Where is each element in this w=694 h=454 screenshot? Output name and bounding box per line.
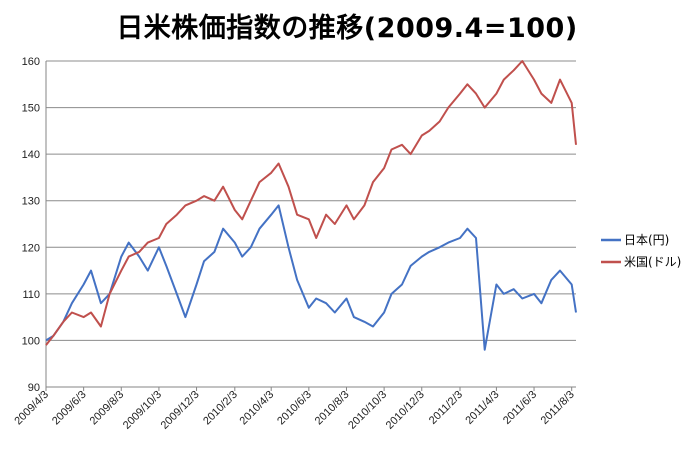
x-tick-label: 2011/8/3 — [539, 389, 577, 427]
x-tick-label: 2009/10/3 — [121, 389, 164, 432]
tick-labels: 901001101201301401501602009/4/32009/6/32… — [12, 56, 576, 432]
y-tick-label: 150 — [22, 103, 40, 115]
x-tick-label: 2010/6/3 — [275, 389, 314, 428]
x-tick-label: 2010/10/3 — [346, 389, 389, 432]
y-tick-label: 140 — [22, 149, 40, 161]
x-tick-label: 2010/8/3 — [313, 389, 352, 428]
x-tick-label: 2009/12/3 — [159, 389, 202, 432]
y-tick-label: 110 — [22, 289, 40, 301]
axes — [45, 61, 576, 391]
legend-label: 日本(円) — [624, 233, 669, 247]
x-tick-label: 2011/6/3 — [501, 389, 539, 427]
x-tick-label: 2010/12/3 — [384, 389, 427, 432]
y-tick-label: 130 — [22, 196, 40, 208]
x-tick-label: 2011/4/3 — [463, 389, 501, 427]
series-line-us — [45, 60, 577, 346]
y-tick-label: 160 — [22, 56, 40, 68]
legend-label: 米国(ドル) — [624, 255, 681, 269]
x-tick-label: 2010/4/3 — [238, 389, 277, 428]
gridlines — [46, 60, 576, 341]
chart-title: 日米株価指数の推移(2009.4=100) — [116, 13, 578, 44]
y-tick-label: 100 — [22, 335, 40, 347]
legend: 日本(円) 米国(ドル) — [601, 233, 681, 269]
x-tick-label: 2009/8/3 — [88, 389, 127, 428]
x-tick-label: 2009/4/3 — [12, 389, 51, 428]
series-line-japan — [45, 204, 577, 351]
x-tick-label: 2010/2/3 — [201, 389, 240, 428]
x-tick-label: 2009/6/3 — [50, 389, 89, 428]
series-lines — [45, 60, 577, 351]
x-tick-label: 2011/2/3 — [427, 389, 465, 427]
y-tick-label: 90 — [28, 382, 40, 394]
y-tick-label: 120 — [22, 242, 40, 254]
